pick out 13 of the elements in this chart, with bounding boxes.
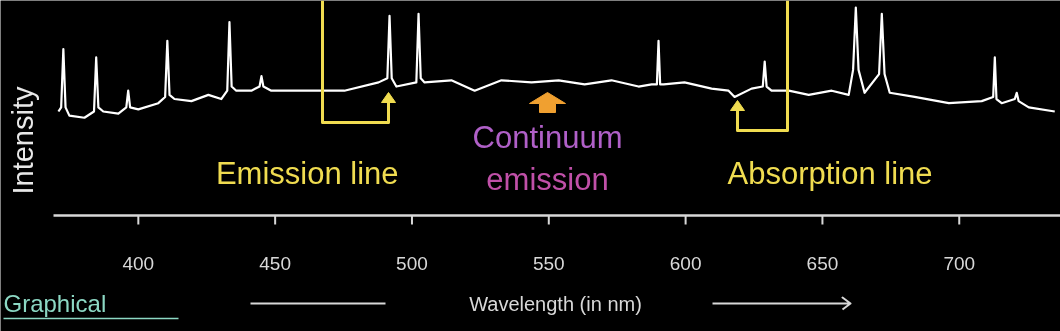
- x-tick-label: 450: [259, 253, 291, 274]
- annotation: Absorption line: [727, 156, 933, 191]
- x-tick-label: 700: [943, 253, 976, 274]
- annotation: Emission line: [215, 156, 399, 191]
- x-tick-label: 400: [122, 253, 155, 274]
- x-axis-title: Wavelength (in nm): [469, 292, 642, 315]
- y-axis-title: Intensity: [6, 86, 39, 195]
- annotation: Continuum emission: [472, 120, 623, 197]
- text: Graphical: [3, 290, 107, 317]
- x-tick-label: 650: [806, 253, 839, 274]
- x-tick-label: 600: [669, 253, 702, 274]
- x-tick-label: 500: [396, 253, 428, 274]
- x-tick-label: 550: [532, 253, 565, 274]
